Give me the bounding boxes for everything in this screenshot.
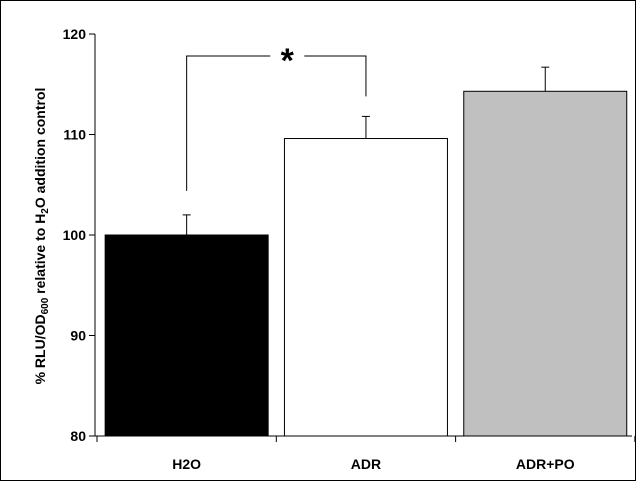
y-tick-label: 80: [70, 428, 86, 444]
y-axis-label-part: % RLU/OD: [32, 314, 48, 384]
significance-bracket-left: [186, 55, 271, 191]
y-axis-label-part: relative to H: [32, 214, 48, 298]
y-tick-label: 110: [63, 127, 86, 143]
y-axis-label-part: O addition control: [32, 88, 48, 209]
y-tick-label: 100: [63, 227, 87, 243]
x-tick-label: ADR: [351, 456, 381, 472]
x-tick-label: ADR+PO: [516, 456, 575, 472]
significance-asterisk: *: [281, 42, 295, 80]
significance-bracket-right: [304, 55, 367, 97]
bar-adr-po: [463, 90, 628, 437]
y-tick-label: 90: [70, 328, 86, 344]
x-tick-label: H2O: [172, 456, 201, 472]
y-axis-label-part: 600: [40, 297, 51, 314]
y-tick-label: 120: [63, 26, 87, 42]
bar-adr: [283, 138, 448, 437]
y-axis-label-part: 2: [40, 208, 51, 214]
y-axis-label: % RLU/OD600 relative to H2O addition con…: [32, 88, 51, 385]
bar-h2o: [104, 234, 269, 437]
